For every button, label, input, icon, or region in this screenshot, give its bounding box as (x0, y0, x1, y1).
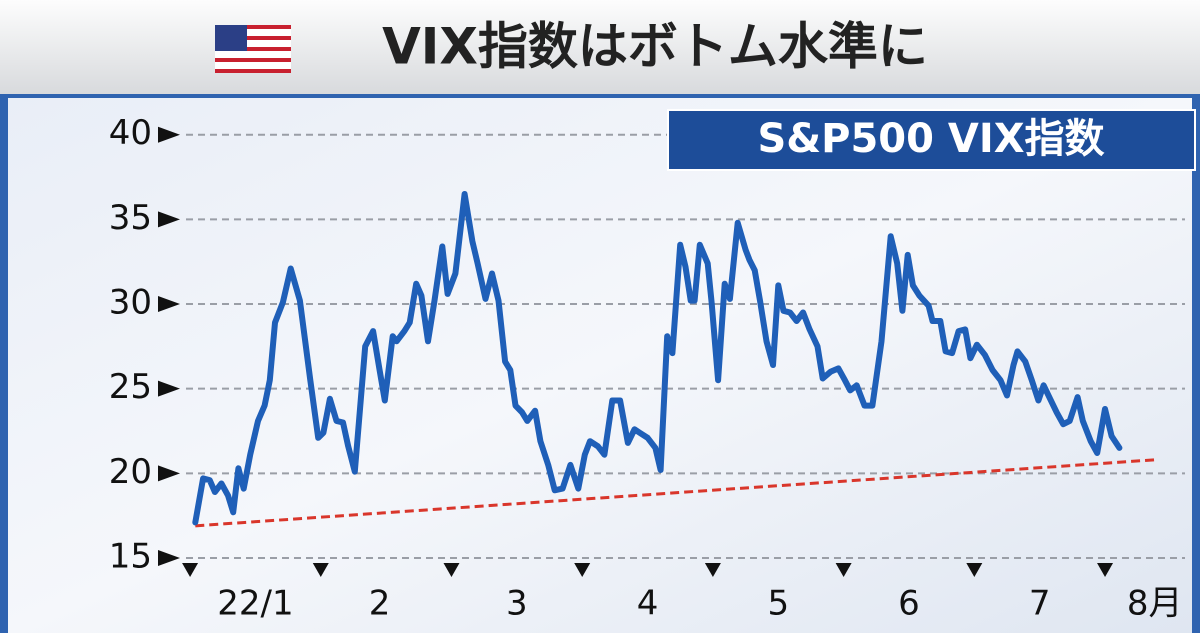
x-tick-mark (835, 563, 852, 577)
x-tick-mark (574, 563, 591, 577)
title-bar (0, 0, 1200, 94)
y-tick-mark (158, 126, 180, 143)
data-line (192, 191, 1123, 526)
x-tick-mark (312, 563, 329, 577)
x-tick-label: 8月 (1127, 584, 1183, 624)
x-tick-mark (182, 563, 199, 577)
x-tick-label: 4 (637, 584, 659, 624)
x-tick-label: 7 (1029, 584, 1051, 624)
x-tick-label: 2 (369, 584, 391, 624)
y-tick-label: 25 (109, 367, 152, 407)
x-tick-mark (443, 563, 460, 577)
x-tick-label: 3 (506, 584, 528, 624)
y-tick-mark (158, 550, 180, 566)
y-tick-mark (158, 296, 180, 313)
trend-line (195, 458, 1155, 528)
y-tick-mark (158, 380, 180, 397)
x-tick-mark (1097, 563, 1114, 577)
y-tick-label: 15 (109, 537, 152, 577)
us-flag (215, 25, 291, 73)
legend-box (667, 109, 1196, 171)
chart-title: VIX指数はボトム水準に (382, 18, 928, 76)
x-tick-mark (704, 563, 721, 577)
y-tick-label: 20 (109, 452, 152, 492)
x-tick-mark (966, 563, 983, 577)
y-tick-label: 40 (109, 113, 152, 153)
y-tick-label: 30 (109, 283, 152, 323)
x-tick-label: 5 (767, 584, 789, 624)
x-tick-label: 22/1 (217, 584, 293, 624)
y-tick-label: 35 (109, 198, 152, 238)
legend-label: S&P500 VIX指数 (757, 116, 1104, 162)
y-tick-mark (158, 211, 180, 228)
plot-panel (8, 98, 1192, 633)
y-tick-mark (158, 465, 180, 482)
x-tick-label: 6 (898, 584, 920, 624)
